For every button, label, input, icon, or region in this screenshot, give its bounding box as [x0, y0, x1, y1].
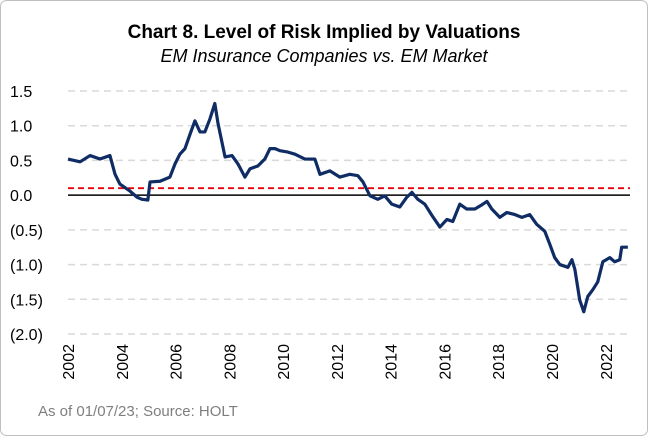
x-tick-label: 2002	[61, 344, 78, 380]
y-tick-label: 1.0	[10, 119, 32, 136]
y-tick-label: 0.0	[10, 188, 32, 205]
x-tick-label: 2008	[222, 344, 239, 380]
x-tick-label: 2012	[330, 344, 347, 380]
series-line	[67, 101, 628, 314]
y-tick-label: (2.0)	[10, 327, 43, 344]
chart-subtitle: EM Insurance Companies vs. EM Market	[160, 46, 488, 66]
footnote: As of 01/07/23; Source: HOLT	[38, 403, 238, 420]
x-tick-label: 2018	[491, 344, 508, 380]
y-tick-label: (1.0)	[10, 258, 43, 275]
x-tick-label: 2016	[437, 344, 454, 380]
y-tick-label: (0.5)	[10, 223, 43, 240]
grid: 1.5 1.0 0.5 0.0 (0.5) (1.0) (1.5) (2.0) 2002 2004…	[10, 84, 630, 380]
y-tick-label: (1.5)	[10, 292, 43, 309]
plot	[67, 101, 630, 314]
y-tick-label: 1.5	[10, 84, 32, 101]
x-tick-label: 2010	[276, 344, 293, 380]
x-tick-label: 2006	[169, 344, 186, 380]
x-tick-label: 2022	[599, 344, 616, 380]
x-tick-label: 2004	[115, 344, 132, 380]
x-tick-label: 2014	[384, 344, 401, 380]
y-tick-label: 0.5	[10, 153, 32, 170]
x-tick-label: 2020	[545, 344, 562, 380]
chart-title: Chart 8. Level of Risk Implied by Valuat…	[128, 22, 521, 43]
